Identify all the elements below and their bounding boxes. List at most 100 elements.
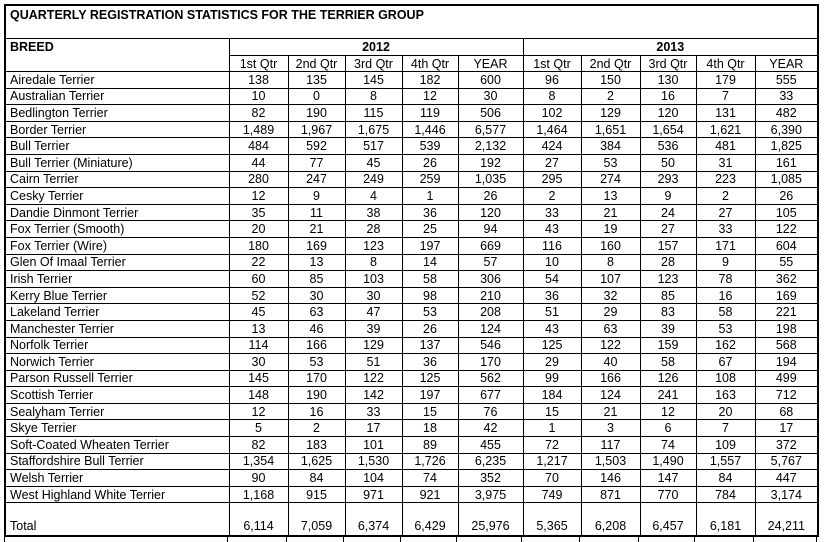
value-cell: 5: [228, 419, 289, 438]
col-header-2013-q4: 4th Qtr: [695, 55, 756, 72]
value-cell: 96: [522, 71, 582, 89]
value-cell: 27: [639, 220, 697, 238]
value-cell: 1,085: [754, 170, 819, 189]
breed-row: Sealyham Terrier 12 16 33 15 76 15 21 12 20 68: [4, 402, 819, 421]
value-cell: 16: [695, 286, 756, 305]
value-cell: 14: [401, 253, 459, 272]
breed-name-cell: Manchester Terrier: [4, 319, 230, 338]
value-cell: 102: [522, 104, 582, 122]
value-cell: 72: [522, 436, 582, 454]
value-cell: 166: [287, 336, 346, 355]
value-cell: 10: [522, 253, 582, 272]
value-cell: 98: [401, 286, 459, 305]
breed-row: Norwich Terrier 30 53 51 36 170 29 40 58 67 194: [4, 353, 819, 371]
value-cell: 190: [287, 104, 346, 122]
value-cell: 52: [228, 286, 289, 305]
value-cell: 126: [639, 369, 697, 388]
value-cell: 712: [754, 386, 819, 404]
value-cell: 183: [287, 436, 346, 454]
value-cell: 51: [344, 353, 403, 371]
value-cell: 194: [754, 353, 819, 371]
value-cell: 1,557: [695, 452, 756, 471]
breed-row: Skye Terrier 5 2 17 18 42 1 3 6 7 17: [4, 419, 819, 438]
value-cell: 536: [639, 137, 697, 155]
gridline-stub: [287, 537, 344, 542]
value-cell: 60: [228, 270, 289, 288]
gridline-stub: [344, 537, 401, 542]
value-cell: 384: [580, 137, 641, 155]
gridline-stub: [228, 537, 287, 542]
value-cell: 424: [522, 137, 582, 155]
value-cell: 142: [344, 386, 403, 404]
value-cell: 103: [344, 270, 403, 288]
value-cell: 123: [639, 270, 697, 288]
value-cell: 63: [287, 303, 346, 321]
value-cell: 12: [401, 87, 459, 106]
value-cell: 53: [695, 319, 756, 338]
breed-row: Australian Terrier 10 0 8 12 30 8 2 16 7 33: [4, 87, 819, 106]
value-cell: 27: [522, 153, 582, 172]
value-cell: 197: [401, 236, 459, 255]
breed-row: Lakeland Terrier 45 63 47 53 208 51 29 83 58 221: [4, 303, 819, 321]
value-cell: 30: [228, 353, 289, 371]
value-cell: 74: [639, 436, 697, 454]
breed-row: Welsh Terrier 90 84 104 74 352 70 146 147 84 447: [4, 469, 819, 487]
value-cell: 33: [522, 203, 582, 222]
value-cell: 35: [228, 203, 289, 222]
value-cell: 40: [580, 353, 641, 371]
value-cell: 116: [522, 236, 582, 255]
value-cell: 372: [754, 436, 819, 454]
value-cell: 1,530: [344, 452, 403, 471]
total-value-cell: 6,374: [344, 502, 403, 537]
value-cell: 99: [522, 369, 582, 388]
value-cell: 107: [580, 270, 641, 288]
value-cell: 1,675: [344, 120, 403, 139]
value-cell: 484: [228, 137, 289, 155]
value-cell: 221: [754, 303, 819, 321]
value-cell: 21: [580, 402, 641, 421]
value-cell: 170: [287, 369, 346, 388]
value-cell: 26: [754, 187, 819, 205]
value-cell: 50: [639, 153, 697, 172]
breed-name-cell: Bull Terrier (Miniature): [4, 153, 230, 172]
value-cell: 129: [344, 336, 403, 355]
value-cell: 20: [695, 402, 756, 421]
value-cell: 90: [228, 469, 289, 487]
value-cell: 1,446: [401, 120, 459, 139]
value-cell: 53: [580, 153, 641, 172]
value-cell: 295: [522, 170, 582, 189]
value-cell: 36: [401, 203, 459, 222]
value-cell: 784: [695, 485, 756, 504]
value-cell: 117: [580, 436, 641, 454]
breed-name-cell: Fox Terrier (Wire): [4, 236, 230, 255]
value-cell: 198: [754, 319, 819, 338]
year-header-2012: 2012: [228, 38, 524, 56]
gridline-stub: [580, 537, 639, 542]
breed-row: Bull Terrier (Miniature) 44 77 45 26 192 27 53 5…: [4, 153, 819, 172]
value-cell: 39: [344, 319, 403, 338]
value-cell: 26: [457, 187, 524, 205]
value-cell: 135: [287, 71, 346, 89]
value-cell: 4: [344, 187, 403, 205]
value-cell: 6,577: [457, 120, 524, 139]
value-cell: 1: [401, 187, 459, 205]
col-header-2012-q4: 4th Qtr: [401, 55, 459, 72]
cropped-next-row-gridlines: [4, 537, 817, 542]
breed-row: Staffordshire Bull Terrier 1,354 1,625 1,53…: [4, 452, 819, 471]
value-cell: 915: [287, 485, 346, 504]
value-cell: 31: [695, 153, 756, 172]
value-cell: 82: [228, 436, 289, 454]
value-cell: 352: [457, 469, 524, 487]
value-cell: 9: [639, 187, 697, 205]
breed-row: Fox Terrier (Smooth) 20 21 28 25 94 43 19 27 33 12…: [4, 220, 819, 238]
value-cell: 125: [401, 369, 459, 388]
value-cell: 68: [754, 402, 819, 421]
value-cell: 9: [287, 187, 346, 205]
value-cell: 604: [754, 236, 819, 255]
value-cell: 43: [522, 220, 582, 238]
value-cell: 5,767: [754, 452, 819, 471]
value-cell: 114: [228, 336, 289, 355]
value-cell: 13: [228, 319, 289, 338]
value-cell: 247: [287, 170, 346, 189]
value-cell: 2,132: [457, 137, 524, 155]
